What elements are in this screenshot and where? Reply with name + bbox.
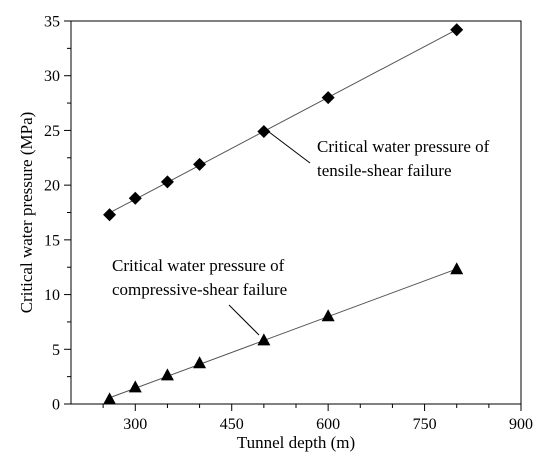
triangle-marker	[450, 262, 464, 275]
triangle-marker	[193, 356, 207, 369]
x-axis-title: Tunnel depth (m)	[237, 433, 355, 452]
y-tick-label: 20	[44, 178, 60, 195]
triangle-marker	[128, 380, 142, 393]
triangle-marker	[160, 368, 174, 381]
triangle-marker	[257, 333, 271, 346]
x-tick-label: 900	[509, 416, 533, 433]
fit-line-series-1	[109, 29, 457, 214]
diamond-marker	[321, 91, 335, 105]
tick-labels: 300 450 600 750 900 0 5 10 15 20 25 30 35	[44, 14, 533, 434]
y-tick-label: 0	[52, 397, 60, 414]
y-tick-label: 15	[44, 232, 60, 249]
diamond-marker	[450, 23, 464, 37]
y-tick-label: 25	[44, 123, 60, 140]
diamond-marker	[193, 157, 207, 171]
fit-lines	[109, 29, 457, 399]
annotation-leader-line	[228, 304, 260, 336]
annotation-text: tensile-shear failure	[317, 161, 452, 180]
y-tick-label: 5	[52, 342, 60, 359]
triangle-marker	[103, 392, 117, 405]
plot-frame	[70, 20, 522, 405]
y-tick-label: 35	[44, 14, 60, 31]
x-tick-label: 300	[123, 416, 147, 433]
x-tick-label: 750	[413, 416, 437, 433]
y-tick-label: 10	[44, 287, 60, 304]
annotation-leader-line	[268, 131, 311, 164]
diamond-marker	[257, 125, 271, 139]
data-markers	[103, 23, 464, 405]
annotations: Critical water pressure of tensile-shear …	[112, 131, 490, 336]
annotation-text: Critical water pressure of	[112, 256, 285, 275]
axis-ticks	[64, 20, 522, 411]
diamond-marker	[103, 208, 117, 222]
triangle-marker	[321, 309, 335, 322]
diamond-marker	[128, 191, 142, 205]
y-axis-title: Critical water pressure (MPa)	[17, 112, 36, 314]
annotation-text: Critical water pressure of	[317, 137, 490, 156]
y-tick-label: 30	[44, 68, 60, 85]
diamond-marker	[160, 175, 174, 189]
x-tick-label: 450	[220, 416, 244, 433]
plot-border	[70, 20, 522, 405]
x-tick-label: 600	[316, 416, 340, 433]
annotation-text: compressive-shear failure	[112, 280, 287, 299]
